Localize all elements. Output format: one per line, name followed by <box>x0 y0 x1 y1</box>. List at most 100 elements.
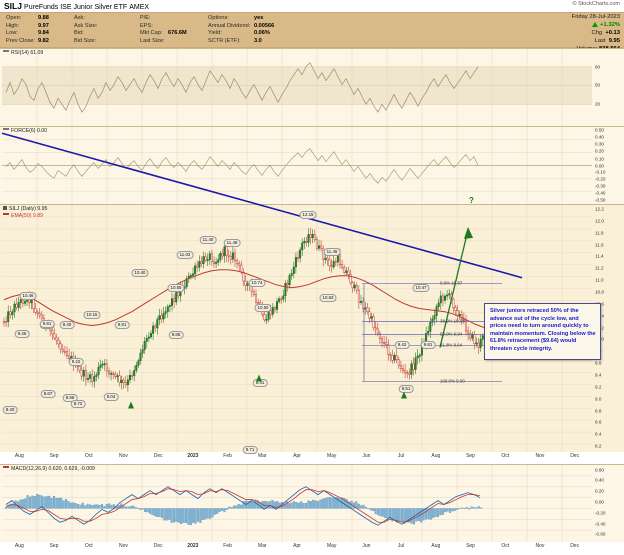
ema-label: EMA(50) 9.89 <box>11 213 44 219</box>
price-swatch-icon <box>3 206 7 210</box>
rsi-tick: 20 <box>595 101 601 107</box>
quote-column-1: Open: 9.88 High: 9.97 Low: 9.84 Prev Close:… <box>6 15 49 45</box>
force-tick: -0.20 <box>595 176 606 182</box>
x-axis-tick: Aug <box>431 543 441 549</box>
force-tick: -0.50 <box>595 197 606 203</box>
force-tick: -0.40 <box>595 190 606 196</box>
macd-x-axis: Aug Sep Oct Nov Dec 2023 Feb Mar Apr May Jun Jul Aug… <box>0 542 624 554</box>
quote-column-3: P/E: EPS: Mkt Cap: 676.6M Last Size: <box>140 15 187 45</box>
quote-label: Prev Close: <box>6 37 35 44</box>
x-axis-tick: Jun <box>362 543 371 549</box>
macd-signal-line <box>5 488 481 523</box>
price-pivot-label: 11.49 <box>223 239 241 247</box>
quote-label: EPS: <box>140 22 153 29</box>
symbol-label: SILJ <box>4 1 22 11</box>
force-swatch-icon <box>3 128 9 130</box>
fib-level-label: 0.0% 10.87 <box>440 280 463 286</box>
quote-label: Annual Dividend: <box>208 22 251 29</box>
quote-label: Ask: <box>74 15 85 21</box>
quote-box: Open: 9.88 High: 9.97 Low: 9.84 Prev Close:… <box>0 12 624 48</box>
x-axis-tick: Oct <box>84 543 93 549</box>
x-axis-tick: Sep <box>49 453 59 459</box>
price-pivot-label: 9.04 <box>103 393 119 401</box>
price-pivot-label: 9.91 <box>114 321 130 329</box>
chg-value: +0.13 <box>605 30 620 36</box>
projection-arrow <box>439 226 473 348</box>
rsi-swatch-icon <box>3 50 9 52</box>
quote-value: 9.88 <box>38 15 49 21</box>
x-axis-tick: Dec <box>153 543 163 549</box>
quote-value: 0.00566 <box>254 22 275 29</box>
buy-signal-arrow-icon <box>401 391 407 399</box>
x-axis-tick: Jun <box>362 453 371 459</box>
quote-value: 676.6M <box>168 30 187 37</box>
price-last-value: 9.95 <box>37 206 48 212</box>
price-pivot-label: 8.40 <box>2 406 18 414</box>
right-quote-summary: Friday 28-Jul-2023 +1.32% Chg +0.13 Last… <box>572 13 620 53</box>
price-pivot-label: 12.15 <box>299 211 317 219</box>
macd-svg <box>2 465 592 542</box>
price-pivot-label: 10.46 <box>19 292 37 300</box>
price-pivot-label: 8.72 <box>70 400 86 408</box>
price-tick: 9.4 <box>595 372 602 378</box>
x-axis-tick: Feb <box>223 543 232 549</box>
force-indicator-name: FORCE(6) <box>11 128 36 134</box>
x-axis-tick: May <box>326 453 337 459</box>
rsi-y-axis: 80 50 20 <box>592 49 624 126</box>
x-axis-tick: Dec <box>570 453 580 459</box>
macd-tick: 0.20 <box>595 488 604 494</box>
rsi-tick: 50 <box>595 82 601 88</box>
price-pivot-label: 9.71 <box>242 446 258 454</box>
x-axis-tick: Mar <box>257 543 267 549</box>
rsi-plot <box>2 49 592 126</box>
price-pivot-label: 10.74 <box>248 279 266 287</box>
price-tick: 12.0 <box>595 218 604 224</box>
quote-column-4: Options: yes Annual Dividend: 0.00566 Yiel… <box>208 15 274 45</box>
x-axis-tick: Jul <box>397 453 405 459</box>
price-tick: 8.8 <box>595 408 602 413</box>
price-tick: 12.2 <box>595 206 604 212</box>
downtrend-line <box>1 132 523 279</box>
price-tick: 11.0 <box>595 277 604 283</box>
price-tick: 10.8 <box>595 289 604 295</box>
rsi-tick: 80 <box>595 64 601 70</box>
price-pivot-label: 8.98 <box>62 394 78 402</box>
macd-panel: MACD(12,26,9) 0.620, 0.629, -0.009 <box>0 464 624 542</box>
x-axis-tick: Dec <box>153 453 163 459</box>
fib-level-label: 50.0% 9.94 <box>440 331 463 337</box>
quote-value: 3.0 <box>254 37 262 44</box>
quote-label: Open: <box>6 15 22 21</box>
macd-tick: -0.40 <box>595 521 606 527</box>
quote-column-2: Ask: Ask Size: Bid: Bid Size: <box>74 15 104 45</box>
price-tick: 8.6 <box>595 419 602 425</box>
macd-tick: 0.40 <box>595 477 604 483</box>
force-tick: 0.00 <box>595 163 604 168</box>
analyst-annotation-box: Silver juniors retraced 50% of the advan… <box>484 303 601 360</box>
price-pivot-label: 10.50 <box>254 304 272 312</box>
quote-value: 9.82 <box>38 37 49 44</box>
exchange-label: AMEX <box>129 4 150 11</box>
force-svg <box>2 127 592 204</box>
price-pivot-label: 10.40 <box>131 269 149 277</box>
quote-label: Options: <box>208 15 229 21</box>
macd-tick: -0.60 <box>595 531 606 537</box>
x-axis-tick: Nov <box>119 543 128 549</box>
rsi-indicator-value: 61.09 <box>30 50 44 56</box>
fib-level-label: 61.8% 9.64 <box>440 342 463 348</box>
x-axis-tick: Nov <box>119 453 128 459</box>
last-label: Last <box>594 38 606 44</box>
quote-label: High: <box>6 22 20 29</box>
x-axis-tick: Aug <box>14 453 24 459</box>
force-plot <box>2 127 592 204</box>
rsi-svg <box>2 49 592 126</box>
price-tick: 9.2 <box>595 384 602 390</box>
force-tick: -0.10 <box>595 169 606 175</box>
force-tick: 0.40 <box>595 134 604 140</box>
x-axis-tick: 2023 <box>187 543 199 549</box>
x-axis-tick: Dec <box>570 543 580 549</box>
force-tick: -0.30 <box>595 183 606 189</box>
price-pivot-label: 9.22 <box>68 358 84 366</box>
price-tick: 11.2 <box>595 265 604 271</box>
security-name: PureFunds ISE Junior Silver ETF <box>24 4 128 11</box>
